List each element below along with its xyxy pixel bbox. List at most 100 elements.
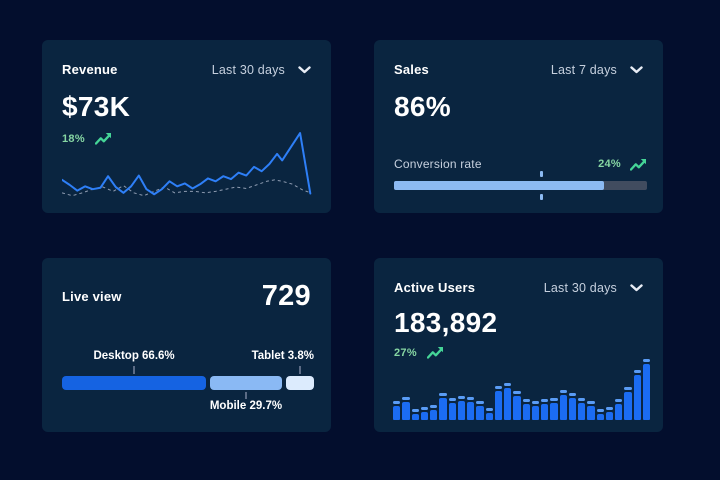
user-bar — [467, 396, 475, 420]
user-bar-body — [448, 403, 456, 420]
user-bar-cap — [448, 398, 456, 402]
active-users-delta-row: 27% — [394, 346, 643, 359]
user-bar — [587, 401, 595, 420]
user-bar-body — [596, 414, 604, 420]
user-bar — [578, 398, 586, 420]
user-bar-body — [439, 398, 447, 420]
user-bar — [504, 382, 512, 420]
user-bar-body — [531, 406, 539, 420]
chevron-down-icon — [630, 283, 643, 291]
sales-card-header: Sales Last 7 days — [394, 62, 643, 77]
user-bar-body — [457, 401, 465, 420]
active-users-value: 183,892 — [394, 307, 498, 338]
sales-period-label: Last 7 days — [550, 62, 617, 77]
active-users-period-dropdown[interactable]: Last 30 days — [544, 281, 643, 295]
user-bar-body — [476, 406, 484, 420]
live-view-value: 729 — [261, 280, 311, 312]
user-bar-cap — [559, 390, 567, 394]
trending-up-icon — [94, 133, 111, 145]
conversion-row: Conversion rate 24% — [394, 157, 647, 171]
revenue-previous-period-line — [62, 180, 310, 196]
user-bar-body — [541, 404, 549, 420]
tablet-share-label: Tablet 3.8% — [251, 350, 314, 362]
sales-period-dropdown[interactable]: Last 7 days — [551, 63, 643, 77]
revenue-period-dropdown[interactable]: Last 30 days — [212, 63, 311, 77]
user-bar — [605, 407, 613, 420]
user-bar-body — [393, 406, 401, 420]
user-bar-cap — [615, 399, 623, 403]
user-bar — [541, 399, 549, 420]
active-users-delta: 27% — [394, 346, 417, 359]
live-view-card: Live view 729 Desktop 66.6% Tablet 3.8% … — [42, 258, 331, 432]
user-bar-body — [420, 412, 428, 420]
progress-marker-top — [539, 171, 543, 177]
user-bar-cap — [633, 369, 641, 373]
user-bar — [568, 393, 576, 420]
user-bar-body — [624, 392, 632, 420]
progress-marker-bottom — [539, 194, 543, 200]
chevron-down-icon — [630, 65, 643, 73]
live-view-card-header: Live view 729 — [62, 280, 311, 313]
user-bar — [615, 399, 623, 420]
tablet-leader-line — [298, 366, 301, 374]
live-view-card-title: Live view — [62, 289, 122, 304]
sales-card-title: Sales — [394, 62, 429, 77]
mobile-share-label: Mobile 29.7% — [209, 400, 283, 412]
sales-delta: 24% — [598, 158, 621, 170]
user-bar-cap — [578, 398, 586, 402]
mobile-leader-line — [244, 392, 247, 399]
user-bar — [485, 407, 493, 420]
revenue-delta-row: 18% — [62, 132, 311, 145]
user-bar-body — [504, 387, 512, 420]
user-bar-cap — [411, 409, 419, 413]
revenue-line-chart — [62, 128, 318, 200]
user-bar-cap — [642, 359, 650, 362]
user-bar — [494, 385, 502, 420]
user-bar-cap — [596, 409, 604, 413]
user-bar — [513, 390, 521, 420]
user-bar — [531, 401, 539, 420]
user-bar — [411, 409, 419, 420]
revenue-value: $73K — [62, 91, 131, 122]
sales-card: Sales Last 7 days 86% Conversion rate 24… — [374, 40, 663, 213]
user-bar-body — [578, 403, 586, 420]
user-bar — [550, 398, 558, 420]
sales-value: 86% — [394, 91, 451, 122]
active-users-bar-chart — [393, 359, 650, 420]
user-bar-cap — [541, 399, 549, 403]
user-bar-body — [633, 374, 641, 420]
user-bar-body — [522, 404, 530, 420]
user-bar-cap — [531, 401, 539, 405]
user-bar — [642, 359, 650, 420]
user-bar — [522, 399, 530, 420]
segment-mobile — [209, 376, 282, 390]
user-bar-cap — [504, 382, 512, 386]
user-bar-cap — [439, 393, 447, 397]
user-bar-body — [642, 364, 650, 420]
revenue-card: Revenue Last 30 days $73K 18% — [42, 40, 331, 213]
revenue-period-label: Last 30 days — [211, 62, 285, 77]
user-bar-cap — [430, 404, 438, 408]
active-users-card-title: Active Users — [394, 280, 476, 295]
user-bar-body — [615, 404, 623, 420]
active-users-card-header: Active Users Last 30 days — [394, 280, 643, 295]
user-bar — [457, 396, 465, 420]
user-bar-body — [513, 395, 521, 420]
user-bar-body — [550, 403, 558, 420]
user-bar-body — [494, 390, 502, 420]
conversion-rate-label: Conversion rate — [394, 157, 482, 171]
revenue-delta: 18% — [62, 132, 85, 145]
desktop-leader-line — [133, 366, 136, 374]
user-bar-body — [559, 395, 567, 420]
user-bar-cap — [393, 401, 401, 405]
conversion-delta: 24% — [598, 158, 647, 171]
user-bar-cap — [587, 401, 595, 405]
conversion-section: Conversion rate 24% — [394, 157, 647, 200]
device-share-chart: Desktop 66.6% Tablet 3.8% Mobile 29.7% — [62, 350, 314, 414]
revenue-card-title: Revenue — [62, 62, 118, 77]
user-bar-cap — [605, 407, 613, 411]
user-bar-body — [402, 401, 410, 420]
user-bar — [393, 401, 401, 420]
user-bar — [430, 404, 438, 420]
user-bar-cap — [485, 407, 493, 411]
